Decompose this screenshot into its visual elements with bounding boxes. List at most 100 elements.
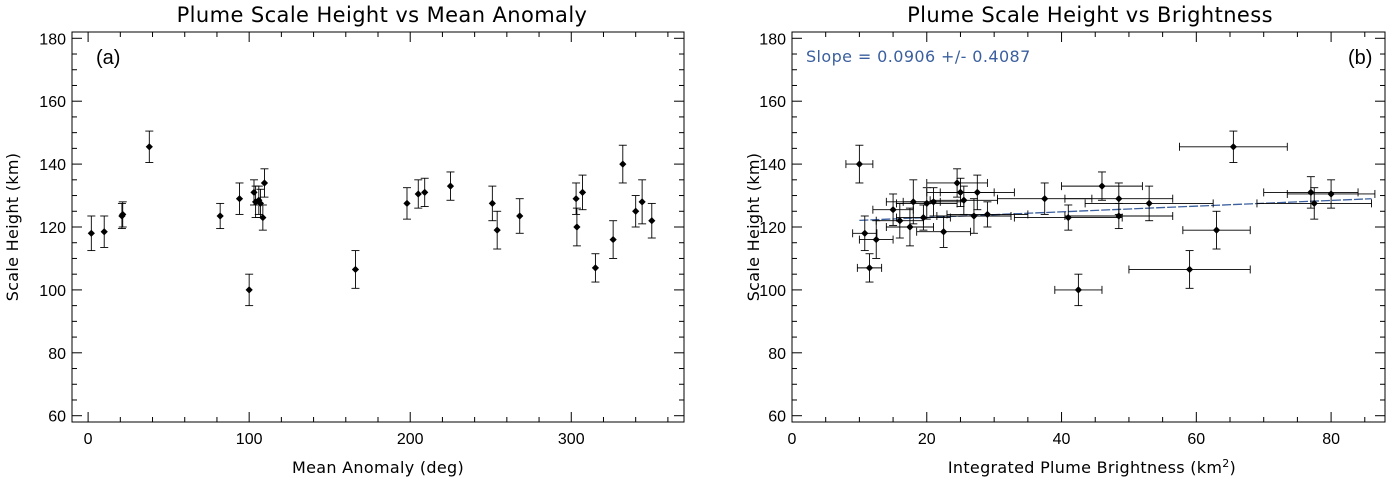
data-point [902,187,965,217]
y-tick-label: 80 [768,346,786,363]
y-tick-label: 180 [39,31,66,48]
y-tick-label: 60 [48,409,66,426]
y-tick-label: 120 [39,220,66,237]
data-point [578,174,587,211]
x-tick-label: 60 [1187,431,1205,448]
diamond-marker [578,188,587,197]
data-point [852,215,878,252]
data-point [631,195,640,228]
diamond-marker [1098,182,1106,190]
diamond-marker [1327,190,1335,198]
panel-label: (a) [96,47,120,69]
diamond-marker [516,212,524,220]
data-point [618,144,627,184]
x-tick-label: 20 [918,431,936,448]
data-point [245,273,254,307]
y-tick-label: 180 [759,31,786,48]
diamond-marker [872,235,880,244]
x-tick-label: 80 [1322,431,1340,448]
data-point [591,253,600,283]
diamond-marker [259,213,267,222]
data-point [1013,204,1123,231]
diamond-marker [252,198,260,206]
y-axis-label: Scale Height (km) [744,153,763,302]
data-point [414,179,423,209]
x-axis-label-superscript: 2 [1222,457,1229,470]
diamond-marker [255,196,263,204]
diamond-marker [250,188,258,197]
diamond-marker [1229,143,1237,151]
data-point [260,168,269,198]
diamond-marker [245,286,253,294]
slope-annotation: Slope = 0.0906 +/- 0.4087 [806,47,1031,66]
diamond-marker [1307,188,1315,197]
diamond-marker [1310,199,1318,208]
diamond-marker [1074,286,1082,294]
data-point [258,204,267,231]
data-point [216,202,225,230]
data-point [1182,210,1251,250]
diamond-marker [403,199,411,208]
diamond-marker [973,188,981,197]
diamond-marker [889,206,897,214]
y-tick-label: 160 [759,94,786,111]
data-point [402,187,411,220]
x-axis-label-main: Integrated Plume Brightness (km [948,458,1222,477]
x-tick-label: 0 [788,431,797,448]
y-tick-label: 100 [759,283,786,300]
data-point [946,201,1029,228]
data-point [885,207,934,247]
diamond-marker [488,199,496,208]
data-point [118,201,127,228]
data-point [420,177,429,208]
diamond-marker [919,213,928,222]
y-tick-label: 120 [759,220,786,237]
diamond-marker [145,143,153,151]
y-axis-label: Scale Height (km) [3,153,22,302]
diamond-marker [923,199,931,208]
diamond-marker [235,195,244,203]
fit-line [859,198,1372,222]
diamond-marker [906,223,914,231]
diamond-marker [351,265,360,274]
data-point [254,185,263,215]
diamond-marker [1185,265,1194,274]
y-tick-label: 140 [759,157,786,174]
data-point [856,253,883,283]
x-axis-label: Integrated Plume Brightness (km2) [948,457,1236,477]
data-points [845,130,1376,307]
diamond-marker [493,226,501,234]
y-tick-label: 60 [768,409,786,426]
data-point [1263,176,1359,209]
data-point [100,215,109,248]
data-point [572,207,581,247]
data-point [488,185,497,222]
diamond-marker [260,179,269,187]
diamond-marker [591,264,600,272]
diamond-marker [1212,226,1221,234]
diamond-marker [87,229,95,237]
panel-b-chart: Plume Scale Height vs Brightness 0 20 40 60… [744,3,1386,477]
data-point [895,204,951,231]
data-point [939,174,1015,211]
data-point [845,144,874,184]
data-point [1054,273,1103,307]
diamond-marker [100,228,108,236]
data-point [609,220,618,259]
x-tick-label: 0 [84,431,93,448]
diamond-marker [1115,195,1123,203]
data-point [872,193,914,226]
y-tick-label: 160 [39,94,66,111]
x-axis-label: Mean Anomaly (deg) [292,458,464,477]
diamond-marker [414,190,422,198]
x-tick-label: 100 [236,431,263,448]
data-point [1256,187,1372,220]
data-point [515,198,524,234]
diamond-marker [632,207,640,215]
diamond-marker [1145,199,1153,208]
diamond-marker [609,235,617,244]
diamond-marker [119,210,127,219]
diamond-marker [855,160,863,168]
data-point [446,171,455,201]
diamond-marker [446,182,455,190]
